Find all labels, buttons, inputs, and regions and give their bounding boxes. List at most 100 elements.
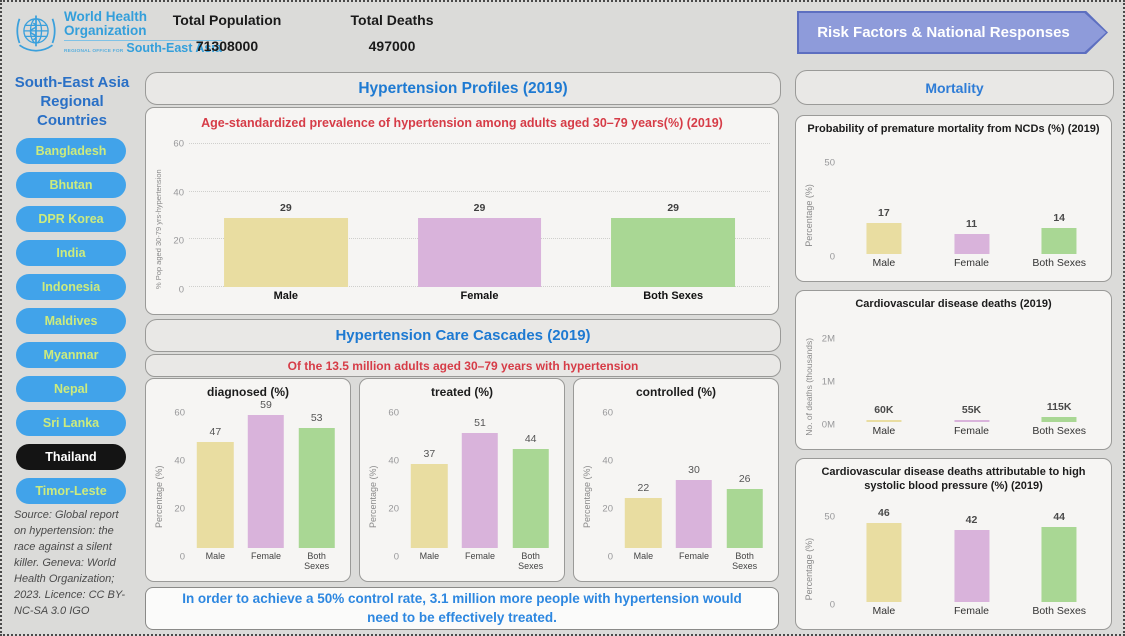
bar-male[interactable]: 60K — [840, 313, 928, 422]
sidebar-item-thailand[interactable]: Thailand — [16, 444, 126, 470]
treated-chart-title: treated (%) — [430, 385, 493, 399]
total-population-label: Total Population — [172, 12, 282, 28]
bar-value-label: 37 — [423, 448, 436, 461]
cvd-deaths-chart: No. of deaths (thousands) 0M 1M 2M 60K 55K 115… — [804, 313, 1103, 445]
x-category-label: Female — [455, 551, 506, 577]
y-axis-label: Percentage (%) — [154, 465, 164, 529]
sidebar-item-myanmar[interactable]: Myanmar — [16, 342, 126, 368]
x-category-label: Female — [241, 551, 292, 577]
x-category-label: Male — [618, 551, 669, 577]
bar-rect — [953, 529, 990, 602]
bar-value-label: 29 — [473, 201, 486, 214]
bar-male[interactable]: 17 — [840, 138, 928, 254]
controlled-panel: controlled (%) Percentage (%) 0 20 40 60 22 30… — [573, 378, 779, 582]
bar-female[interactable]: 55K — [928, 313, 1016, 422]
bar-both-sexes[interactable]: 53 — [291, 401, 342, 548]
who-name-line2: Organization — [64, 22, 147, 38]
risk-factors-nav-label: Risk Factors & National Responses — [817, 24, 1070, 41]
section-header-mortality: Mortality — [795, 70, 1114, 105]
x-category-label: Female — [669, 551, 720, 577]
bar-male[interactable]: 46 — [840, 496, 928, 602]
x-category-label: Male — [840, 425, 928, 445]
x-axis-labels: Male Female Both Sexes — [189, 287, 770, 310]
x-category-label: Both Sexes — [1015, 257, 1103, 277]
x-category-text: Female — [460, 290, 499, 302]
sidebar-item-maldives[interactable]: Maldives — [16, 308, 126, 334]
gridline — [189, 142, 770, 144]
bar-rect — [411, 464, 448, 548]
plot-column: 46 42 44 Male Female Both Sexes — [840, 496, 1103, 625]
cvd-attributable-chart-title: Cardiovascular disease deaths attributab… — [821, 466, 1086, 493]
cvd-deaths-panel: Cardiovascular disease deaths (2019) No.… — [795, 290, 1112, 450]
y-tick-label: 0 — [178, 284, 184, 296]
x-category-text: Female — [954, 425, 990, 437]
x-axis-labels: Male Female Both Sexes — [840, 602, 1103, 625]
x-category-label: Male — [190, 551, 241, 577]
bar-male[interactable]: 29 — [189, 132, 383, 287]
bar-value-label: 51 — [474, 416, 486, 429]
bar-both-sexes[interactable]: 14 — [1015, 138, 1103, 254]
y-tick-label: 20 — [173, 235, 184, 247]
bars-group: 17 11 14 — [840, 138, 1103, 254]
plot-column: 47 59 53 Male Female Both Sexes — [190, 399, 342, 577]
y-axis: 0 20 40 60 — [163, 132, 189, 296]
bar-rect — [197, 441, 234, 548]
x-axis-labels: Male Female Both Sexes — [840, 254, 1103, 277]
y-tick-label: 60 — [174, 407, 185, 419]
bar-both-sexes[interactable]: 44 — [1015, 496, 1103, 602]
x-axis-labels: Male Female Both Sexes — [840, 422, 1103, 445]
sidebar-item-bhutan[interactable]: Bhutan — [16, 172, 126, 198]
y-axis: 0 20 40 60 — [592, 401, 618, 563]
x-category-label: Both Sexes — [291, 551, 342, 577]
cvd-attributable-chart: Percentage (%) 0 50 46 42 44 Male Female Both Se… — [804, 496, 1103, 625]
sidebar-item-dpr-korea[interactable]: DPR Korea — [16, 206, 126, 232]
bar-female[interactable]: 42 — [928, 496, 1016, 602]
x-category-label: Male — [840, 257, 928, 277]
x-category-text: Female — [954, 257, 990, 269]
bar-value-label: 42 — [965, 513, 978, 526]
bar-male[interactable]: 37 — [404, 401, 455, 548]
total-deaths-label: Total Deaths — [350, 12, 434, 28]
bar-both-sexes[interactable]: 26 — [719, 401, 770, 548]
risk-factors-nav-button[interactable]: Risk Factors & National Responses — [797, 11, 1108, 54]
bar-value-label: 44 — [1053, 510, 1066, 523]
ncd-mortality-panel: Probability of premature mortality from … — [795, 115, 1112, 282]
arrow-shape-fill: Risk Factors & National Responses — [799, 13, 1106, 52]
sidebar-item-sri-lanka[interactable]: Sri Lanka — [16, 410, 126, 436]
bar-value-label: 46 — [877, 507, 890, 520]
sidebar-item-bangladesh[interactable]: Bangladesh — [16, 138, 126, 164]
x-category-text: Male — [872, 605, 896, 617]
y-tick-label: 60 — [388, 407, 399, 419]
sidebar-item-timor-leste[interactable]: Timor-Leste — [16, 478, 126, 504]
y-axis-label: Percentage (%) — [804, 184, 814, 247]
y-tick-label: 0 — [829, 251, 835, 263]
bar-value-label: 30 — [688, 464, 700, 477]
y-axis: 0M 1M 2M — [814, 313, 840, 431]
bar-male[interactable]: 22 — [618, 401, 669, 548]
total-population-card: Total Population 71308000 — [162, 12, 292, 54]
sidebar-item-nepal[interactable]: Nepal — [16, 376, 126, 402]
bar-female[interactable]: 30 — [669, 401, 720, 548]
bar-rect — [1041, 526, 1077, 602]
bar-rect — [625, 498, 662, 548]
bar-female[interactable]: 59 — [241, 399, 292, 548]
bar-male[interactable]: 47 — [190, 401, 241, 548]
bar-female[interactable]: 51 — [455, 401, 506, 548]
plot-area: 37 51 44 — [404, 401, 556, 548]
bar-female[interactable]: 29 — [383, 132, 577, 287]
x-category-text: Female — [251, 551, 282, 561]
bars-group: 37 51 44 — [404, 401, 556, 548]
bar-rect — [866, 523, 902, 602]
bar-rect — [675, 480, 713, 548]
bar-female[interactable]: 11 — [928, 138, 1016, 254]
x-category-label: Both Sexes — [505, 551, 556, 577]
bar-both-sexes[interactable]: 44 — [505, 401, 556, 548]
x-axis-labels: Male Female Both Sexes — [190, 548, 342, 577]
bar-both-sexes[interactable]: 115K — [1015, 313, 1103, 422]
bar-both-sexes[interactable]: 29 — [576, 132, 770, 287]
x-category-label: Both Sexes — [1015, 605, 1103, 625]
bar-value-label: 17 — [877, 206, 890, 219]
sidebar-item-indonesia[interactable]: Indonesia — [16, 274, 126, 300]
sidebar-item-india[interactable]: India — [16, 240, 126, 266]
